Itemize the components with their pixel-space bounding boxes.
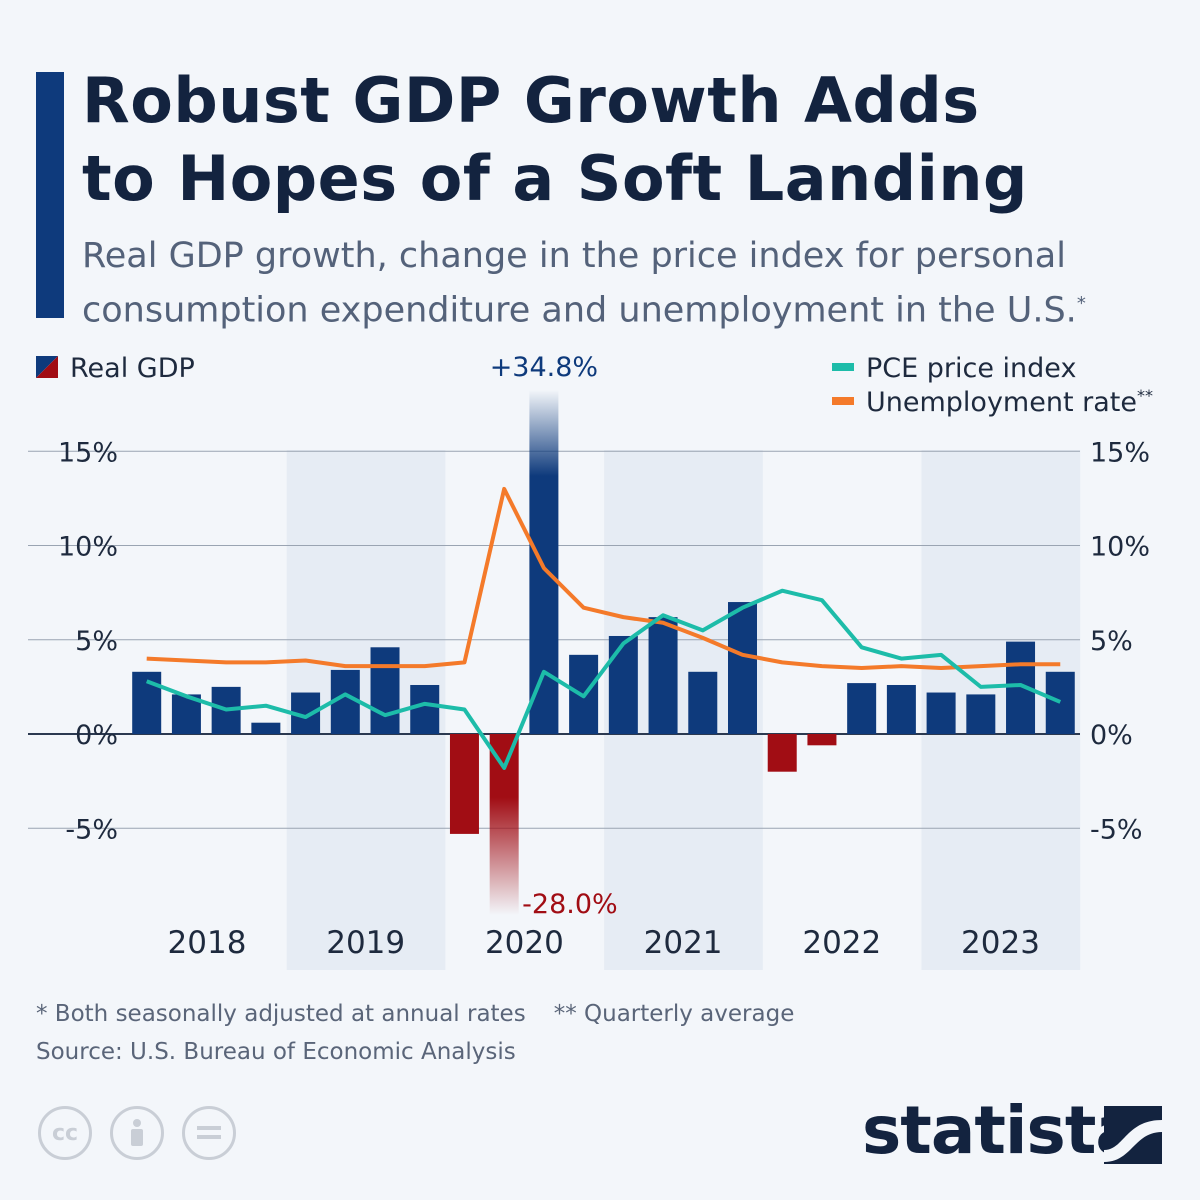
pce-price-index-line [145,588,1062,770]
y-tick-label-right: -5% [1090,814,1143,845]
year-label: 2019 [326,925,405,961]
legend-label-gdp: Real GDP [70,353,195,384]
subtitle: Real GDP growth, change in the price ind… [82,236,1086,331]
page-title: Robust GDP Growth Adds to Hopes of a Soft… [82,64,1028,215]
source: Source: U.S. Bureau of Economic Analysis [36,1039,516,1065]
max-data-label: +34.8% [490,352,598,383]
y-tick-label-left: 10% [58,532,118,563]
year-label: 2020 [485,925,564,961]
y-tick-label-right: 5% [1090,626,1133,657]
statista-logo[interactable]: statista [862,1092,1162,1169]
legend-label-pce: PCE price index [866,353,1076,384]
gdp-bar [847,683,877,734]
chart: 2018 2019 2020 2021 2022 2023 15% 15% 10% 10% 5% 5%… [28,352,1153,970]
gdp-bar [767,734,797,772]
attribution-icon[interactable] [110,1106,164,1160]
statista-logo-icon [1104,1106,1162,1164]
y-tick-label-left: -5% [65,814,118,845]
gdp-bar [529,390,559,734]
year-label: 2023 [961,925,1040,961]
y-tick-label-left: 5% [75,626,118,657]
footnotes: * Both seasonally adjusted at annual rat… [36,1001,795,1027]
y-tick-label-right: 10% [1090,532,1150,563]
y-tick-label-left: 15% [58,437,118,468]
gdp-bar [1045,671,1075,734]
y-tick-label-left: 0% [75,720,118,751]
year-label: 2021 [644,925,723,961]
gdp-bar [648,617,678,734]
no-derivatives-icon[interactable] [182,1106,236,1160]
gdp-bar [728,602,757,734]
gdp-bar [132,671,162,734]
gdp-bar [410,684,440,734]
gdp-bar [688,671,718,734]
legend-swatch-gdp [36,356,58,378]
gdp-bar [807,734,837,746]
creative-commons-icon[interactable]: cc [38,1106,92,1160]
gdp-bar [966,694,996,734]
legend-swatch-unemployment [832,397,854,405]
gdp-bar [886,684,916,734]
legend-label-unemployment: Unemployment rate** [866,386,1153,418]
unemployment-rate-line [146,486,1061,671]
y-tick-label-right: 15% [1090,437,1150,468]
year-label: 2018 [168,925,247,961]
gdp-bar [370,647,400,734]
min-data-label: -28.0% [522,889,618,920]
gdp-bar [251,722,281,734]
gdp-bar [926,692,956,734]
gdp-bar [489,734,519,915]
y-tick-label-right: 0% [1090,720,1133,751]
year-label: 2022 [802,925,881,961]
title-accent-bar [36,72,64,318]
legend-swatch-pce [832,363,854,371]
gdp-bar [608,635,638,734]
gdp-bar [449,734,479,834]
